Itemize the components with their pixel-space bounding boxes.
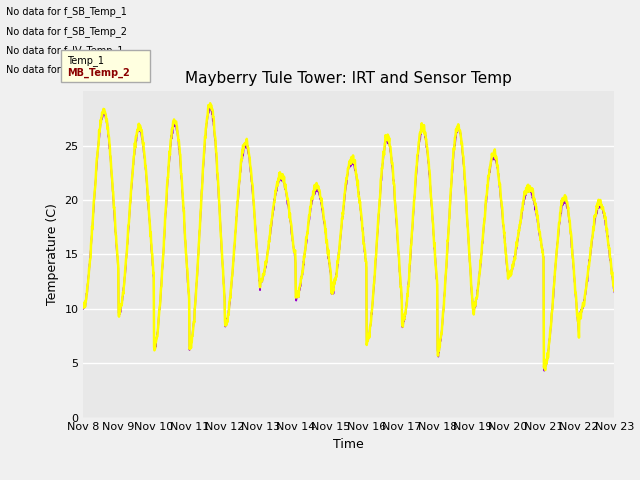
AM25T <box>206 103 214 108</box>
Line: AM25T: AM25T <box>83 106 614 371</box>
AM25T <box>548 307 556 312</box>
AM25T <box>431 255 439 261</box>
Text: No data for f_IV_Temp_1: No data for f_IV_Temp_1 <box>6 45 124 56</box>
PanelT <box>541 367 549 373</box>
Y-axis label: Temperature (C): Temperature (C) <box>45 204 59 305</box>
Text: No data for f_SB_Temp_2: No data for f_SB_Temp_2 <box>6 25 127 36</box>
Line: PanelT: PanelT <box>83 103 614 370</box>
PanelT <box>198 195 205 201</box>
PanelT <box>79 302 87 308</box>
PanelT <box>548 309 556 315</box>
X-axis label: Time: Time <box>333 438 364 451</box>
AM25T <box>611 289 618 295</box>
PanelT <box>431 259 439 265</box>
Text: No data for f_SB_Temp_1: No data for f_SB_Temp_1 <box>6 6 127 17</box>
Title: Mayberry Tule Tower: IRT and Sensor Temp: Mayberry Tule Tower: IRT and Sensor Temp <box>186 71 512 86</box>
PanelT <box>184 288 192 294</box>
PanelT <box>501 240 509 246</box>
Text: No data for f_Temp_2: No data for f_Temp_2 <box>6 64 109 75</box>
AM25T <box>184 286 192 292</box>
AM25T <box>540 368 548 373</box>
Text: MB_Temp_2: MB_Temp_2 <box>67 67 130 78</box>
AM25T <box>79 306 87 312</box>
PanelT <box>611 288 618 293</box>
AM25T <box>501 235 509 241</box>
PanelT <box>257 278 265 284</box>
AM25T <box>257 279 265 285</box>
AM25T <box>198 197 205 203</box>
PanelT <box>206 100 214 106</box>
Text: Temp_1: Temp_1 <box>67 55 104 66</box>
